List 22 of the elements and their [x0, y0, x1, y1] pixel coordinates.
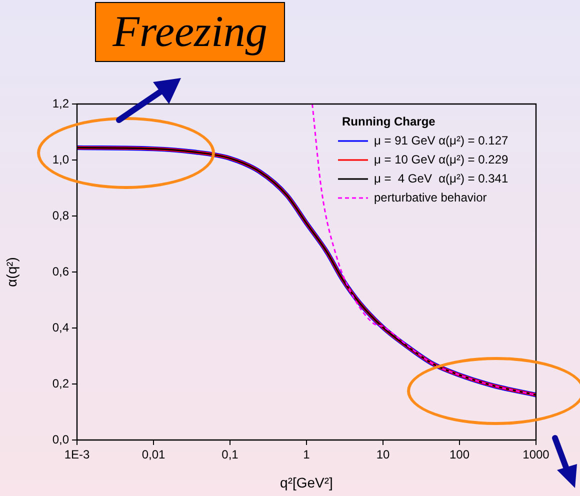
x-tick-label: 1	[303, 448, 310, 462]
text: Freezing	[95, 2, 285, 62]
x-tick-label: 0,1	[222, 448, 239, 462]
legend-label: μ = 91 GeV α(μ²) = 0.127	[374, 133, 508, 148]
x-tick-label: 1000	[522, 448, 550, 462]
x-axis-title: q²[GeV²]	[280, 474, 333, 490]
y-tick-label: 1,2	[52, 96, 70, 110]
x-tick-label: 100	[449, 448, 470, 462]
x-tick-label: 10	[376, 448, 390, 462]
y-tick-label: 0,6	[52, 264, 70, 278]
y-tick-label: 0,2	[52, 376, 70, 390]
legend-label: μ = 4 GeV α(μ²) = 0.341	[374, 171, 508, 186]
legend-title: Running Charge	[342, 114, 436, 128]
y-tick-label: 0,0	[52, 432, 70, 446]
legend-label: perturbative behavior	[374, 190, 487, 204]
y-tick-label: 1,0	[52, 152, 70, 166]
y-axis-title: α(q²)	[3, 257, 20, 287]
x-tick-label: 0,01	[142, 448, 166, 462]
x-tick-label: 1E-3	[64, 448, 90, 462]
y-tick-label: 0,4	[52, 320, 70, 334]
y-tick-label: 0,8	[52, 208, 70, 222]
legend-label: μ = 10 GeV α(μ²) = 0.229	[374, 152, 508, 166]
